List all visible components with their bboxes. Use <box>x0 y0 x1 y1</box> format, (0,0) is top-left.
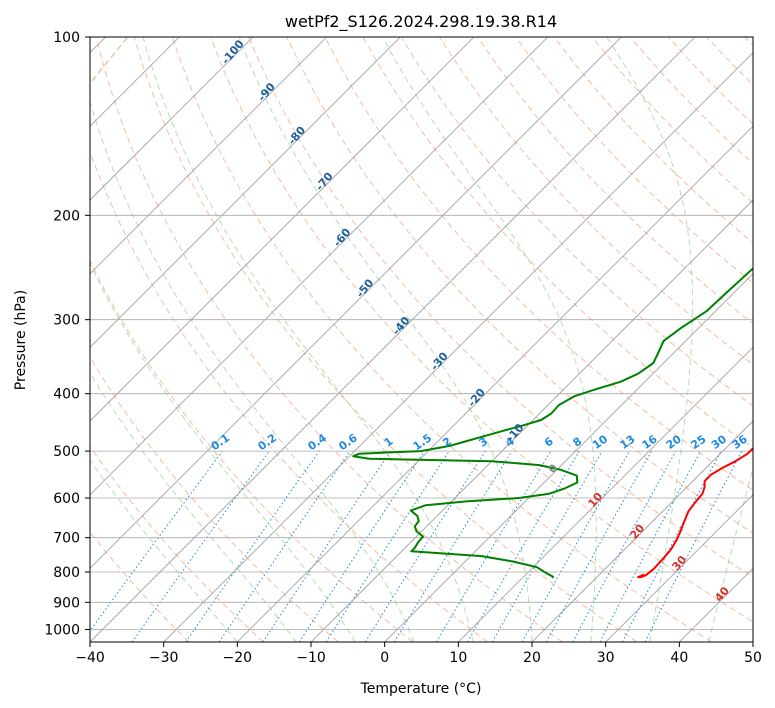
mixing-ratio-line <box>325 450 450 642</box>
isotherm-line <box>310 199 753 642</box>
dry-adiabat-line <box>248 37 753 578</box>
x-tick-label: 40 <box>670 650 688 666</box>
dry-adiabat-line <box>210 37 753 623</box>
x-tick-label: −20 <box>223 650 253 666</box>
y-axis-label: Pressure (hPa) <box>13 290 29 390</box>
y-axis: 100 200 300 400 500 600 700 800 900 1000 <box>44 30 90 638</box>
x-tick-label: −10 <box>296 650 326 666</box>
isotherm-line <box>458 346 753 642</box>
isotherm-line <box>90 37 254 201</box>
y-tick-label: 700 <box>53 531 80 547</box>
isotherm-line <box>90 37 696 642</box>
mixing-ratio-line <box>545 450 653 642</box>
moist-adiabat-line <box>90 99 415 642</box>
isotherm-line <box>384 273 753 642</box>
y-tick-label: 800 <box>53 565 80 581</box>
isotherms <box>90 37 753 642</box>
y-tick-label: 1000 <box>44 622 80 638</box>
x-axis: −40 −30 −20 −10 0 10 20 30 40 50 <box>75 642 762 666</box>
mixing-ratio-line <box>131 450 270 642</box>
y-tick-label: 100 <box>53 30 80 46</box>
mixing-ratio-line <box>572 450 677 642</box>
isotherm-line <box>90 37 327 275</box>
mixing-ratio-line <box>644 450 743 642</box>
x-tick-label: 10 <box>449 650 467 666</box>
temperature-profile-line <box>637 446 753 579</box>
x-tick-label: 0 <box>380 650 389 666</box>
isotherm-line <box>90 37 401 348</box>
dry-adiabat-line <box>90 356 339 642</box>
isotherm-line <box>90 37 475 422</box>
mixing-ratio-lines <box>90 450 743 642</box>
y-tick-label: 400 <box>53 387 80 403</box>
moist-adiabat-line <box>142 37 474 642</box>
mixing-ratio-line <box>185 450 320 642</box>
y-tick-label: 300 <box>53 313 80 329</box>
dry-adiabats <box>90 37 753 642</box>
moist-adiabat-line <box>238 37 533 642</box>
dry-adiabat-line <box>286 37 753 534</box>
moist-adiabat-line <box>606 37 694 642</box>
isotherm-line <box>90 37 548 496</box>
dry-adiabat-line <box>515 37 753 284</box>
x-tick-label: 50 <box>744 650 762 666</box>
moist-adiabats <box>90 37 753 642</box>
dry-adiabat-line <box>133 37 638 642</box>
mixing-ratio-line <box>393 450 513 642</box>
moist-adiabat-line <box>382 37 597 642</box>
dry-adiabat-line <box>324 37 753 491</box>
mixing-ratio-line <box>521 450 630 642</box>
y-tick-label: 200 <box>53 208 80 224</box>
y-tick-label: 600 <box>53 491 80 507</box>
isotherm-line <box>605 494 753 642</box>
moist-adiabat-line <box>90 459 238 642</box>
mixing-ratio-line <box>262 450 392 642</box>
moist-adiabat-line <box>90 262 356 642</box>
mixing-ratio-line <box>298 450 425 642</box>
x-tick-label: −40 <box>75 650 105 666</box>
x-tick-label: −30 <box>149 650 179 666</box>
mixing-ratio-line <box>90 450 223 632</box>
dry-adiabat-line <box>95 37 563 642</box>
isotherm-line <box>531 420 753 642</box>
profiles <box>352 267 753 579</box>
y-tick-label: 500 <box>53 444 80 460</box>
mixing-ratio-line <box>218 450 351 642</box>
isotherm-line <box>163 52 753 642</box>
plot-frame <box>89 36 754 643</box>
isotherm-line <box>237 125 753 642</box>
x-tick-label: 30 <box>597 650 615 666</box>
x-axis-label: Temperature (°C) <box>360 681 482 697</box>
chart-title: wetPf2_S126.2024.298.19.38.R14 <box>285 12 557 32</box>
isotherm-line <box>90 37 622 569</box>
dewpoint-profile-line <box>352 267 753 579</box>
moist-adiabat-line <box>708 466 753 642</box>
x-tick-label: 20 <box>523 650 541 666</box>
dry-adiabat-line <box>90 445 264 642</box>
dry-adiabat-line <box>171 37 712 642</box>
dry-adiabat-line <box>90 259 414 642</box>
y-tick-label: 900 <box>53 595 80 611</box>
